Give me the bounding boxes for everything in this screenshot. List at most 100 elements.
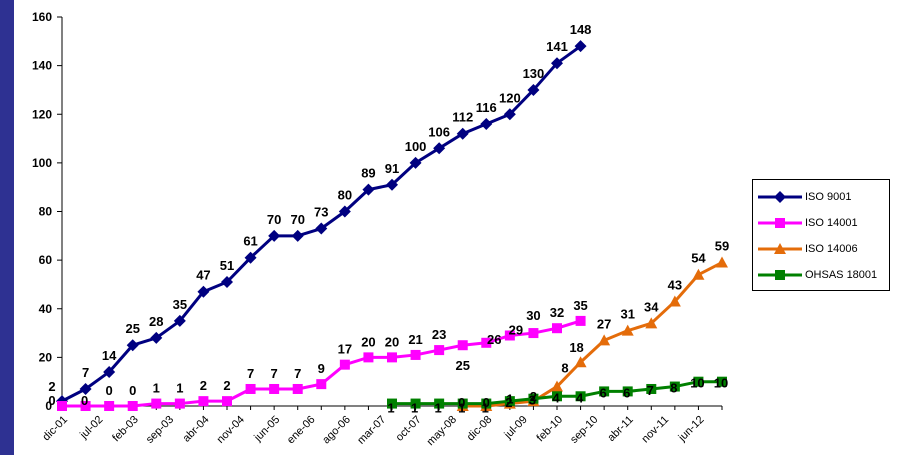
- diamond-marker: [150, 331, 163, 344]
- legend-swatch: [758, 243, 802, 254]
- legend-item: ISO 14006: [757, 241, 858, 257]
- y-tick-label: 120: [32, 107, 52, 121]
- x-tick-label: ago-06: [320, 414, 353, 447]
- square-marker: [622, 386, 633, 397]
- x-tick-label: dic-08: [465, 414, 495, 444]
- data-label: 0: [129, 383, 136, 398]
- data-label: 29: [509, 322, 523, 337]
- diamond-marker: [503, 108, 516, 121]
- square-marker: [481, 398, 492, 409]
- diamond-marker: [338, 205, 351, 218]
- data-label: 14: [102, 348, 117, 363]
- square-marker: [104, 401, 115, 411]
- square-marker: [575, 315, 586, 326]
- legend-label: ISO 9001: [805, 191, 852, 203]
- x-axis-ticks: dic-01 jul-02 feb-03 sep-03 abr-04 nov-04 jun-…: [40, 406, 723, 448]
- data-label: 141: [546, 39, 568, 54]
- diamond-marker: [386, 178, 398, 191]
- data-label: 4: [552, 390, 560, 405]
- data-label: 70: [267, 212, 281, 227]
- data-label: 116: [476, 100, 497, 115]
- data-label: 7: [247, 366, 254, 381]
- square-marker: [57, 401, 67, 411]
- series-lines: [61, 44, 723, 408]
- data-label: 35: [173, 297, 187, 312]
- data-label: 17: [338, 342, 352, 357]
- diamond-marker: [126, 339, 139, 352]
- data-label: 18: [569, 340, 583, 355]
- diamond-marker: [433, 142, 446, 155]
- x-tick-label: feb-10: [535, 414, 566, 445]
- data-label: 2: [223, 378, 230, 393]
- diamond-marker: [456, 127, 469, 140]
- diamond-marker: [244, 251, 257, 264]
- diamond-marker: [574, 40, 587, 53]
- x-tick-label: feb-03: [110, 414, 141, 445]
- data-label: 0: [48, 393, 55, 408]
- data-label: 1: [506, 392, 513, 407]
- data-label: 120: [499, 90, 521, 105]
- data-label: 27: [597, 316, 611, 331]
- data-label: 51: [220, 258, 234, 273]
- diamond-marker: [527, 83, 540, 96]
- square-marker: [363, 352, 374, 363]
- triangle-marker: [774, 243, 786, 254]
- square-marker: [410, 349, 421, 360]
- data-label: 6: [600, 385, 607, 400]
- y-tick-label: 100: [32, 156, 52, 170]
- data-label: 112: [452, 110, 473, 125]
- data-label: 43: [668, 277, 682, 292]
- left-edge-strip: [0, 0, 14, 455]
- x-tick-label: jun-05: [251, 414, 282, 445]
- data-label: 6: [623, 385, 630, 400]
- data-label: 25: [125, 321, 139, 336]
- legend-item: ISO 14001: [757, 215, 858, 231]
- data-label: 0: [483, 395, 490, 410]
- square-marker: [457, 398, 468, 409]
- square-marker: [693, 376, 704, 387]
- x-tick-label: jun-12: [676, 414, 707, 445]
- data-label: 10: [690, 376, 704, 391]
- y-tick-label: 0: [45, 399, 52, 413]
- legend-item: OHSAS 18001: [757, 267, 877, 283]
- diamond-marker: [774, 191, 786, 203]
- data-label: 20: [361, 334, 375, 349]
- data-label: 7: [294, 366, 301, 381]
- data-label: 10: [714, 376, 728, 391]
- data-label: 1: [153, 381, 160, 396]
- y-tick-label: 140: [32, 59, 52, 73]
- data-label: 7: [647, 383, 654, 398]
- series-markers: [56, 40, 728, 411]
- data-label: 100: [405, 139, 427, 154]
- data-label: 1: [435, 401, 442, 416]
- data-label: 28: [149, 314, 163, 329]
- square-marker: [434, 345, 445, 356]
- diamond-marker: [79, 382, 92, 395]
- data-label: 8: [670, 381, 677, 396]
- triangle-marker: [598, 334, 611, 346]
- y-tick-label: 80: [39, 205, 53, 219]
- diamond-marker: [551, 57, 563, 70]
- square-marker: [552, 323, 562, 334]
- data-label: 9: [318, 361, 325, 376]
- data-label: 3: [529, 393, 536, 408]
- square-marker: [174, 398, 185, 409]
- data-label: 7: [82, 365, 89, 380]
- diamond-marker: [221, 276, 233, 289]
- triangle-marker: [668, 295, 681, 307]
- data-label: 23: [432, 327, 446, 342]
- diamond-marker: [173, 314, 186, 327]
- square-marker: [528, 393, 539, 404]
- x-tick-label: mar-07: [355, 414, 388, 447]
- data-label: 73: [314, 205, 328, 220]
- square-marker: [222, 396, 232, 407]
- y-tick-label: 160: [32, 10, 52, 24]
- x-tick-label: abr-04: [181, 414, 212, 445]
- square-marker: [775, 218, 785, 228]
- data-label: 1: [411, 401, 418, 416]
- data-label: 1: [387, 401, 394, 416]
- x-tick-label: nov-04: [215, 414, 247, 446]
- diamond-marker: [268, 229, 281, 242]
- data-label: 2: [48, 379, 55, 394]
